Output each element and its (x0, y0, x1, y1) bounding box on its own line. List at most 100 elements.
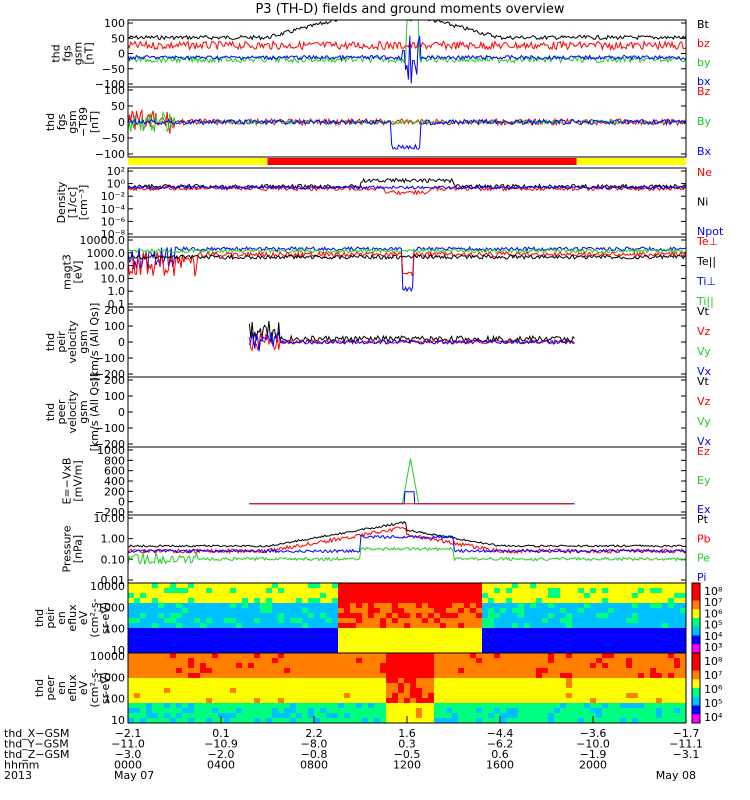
heatmap-cell (326, 688, 333, 694)
heatmap-cell (218, 693, 225, 699)
heatmap-cell (620, 668, 627, 674)
heatmap-cell (578, 638, 585, 644)
heatmap-cell (398, 673, 405, 679)
heatmap-cell (644, 618, 651, 624)
heatmap-cell (254, 698, 261, 704)
heatmap-cell (206, 663, 213, 669)
heatmap-cell (176, 643, 183, 649)
heatmap-cell (554, 623, 561, 629)
heatmap-cell (200, 648, 207, 654)
heatmap-cell (266, 638, 273, 644)
heatmap-cell (494, 618, 501, 624)
heatmap-cell (482, 623, 489, 629)
heatmap-cell (512, 613, 519, 619)
heatmap-cell (356, 618, 363, 624)
heatmap-cell (170, 658, 177, 664)
heatmap-cell (296, 653, 303, 659)
heatmap-cell (320, 633, 327, 639)
heatmap-cell (662, 593, 669, 599)
colorbar-swatch (692, 600, 700, 610)
heatmap-cell (134, 598, 141, 604)
heatmap-cell (290, 648, 297, 654)
heatmap-cell (434, 673, 441, 679)
heatmap-cell (398, 683, 405, 689)
heatmap-cell (536, 698, 543, 704)
heatmap-cell (182, 693, 189, 699)
heatmap-cell (476, 658, 483, 664)
heatmap-cell (296, 708, 303, 714)
x-row-label: 2013 (4, 769, 32, 782)
heatmap-cell (572, 678, 579, 684)
heatmap-cell (212, 583, 219, 589)
heatmap-cell (320, 638, 327, 644)
heatmap-cell (536, 658, 543, 664)
heatmap-cell (362, 658, 369, 664)
heatmap-cell (428, 703, 435, 709)
heatmap-cell (308, 638, 315, 644)
heatmap-cell (320, 603, 327, 609)
heatmap-cell (578, 653, 585, 659)
heatmap-cell (674, 658, 681, 664)
heatmap-cell (380, 698, 387, 704)
heatmap-cell (254, 678, 261, 684)
heatmap-cell (650, 708, 657, 714)
heatmap-cell (326, 658, 333, 664)
heatmap-cell (272, 678, 279, 684)
heatmap-cell (164, 653, 171, 659)
heatmap-cell (644, 718, 651, 724)
heatmap-cell (296, 658, 303, 664)
heatmap-cell (206, 608, 213, 614)
heatmap-cell (260, 683, 267, 689)
heatmap-cell (554, 638, 561, 644)
heatmap-cell (332, 598, 339, 604)
heatmap-cell (644, 668, 651, 674)
heatmap-cell (494, 653, 501, 659)
heatmap-cell (656, 688, 663, 694)
heatmap-cell (422, 583, 429, 589)
heatmap-cell (542, 708, 549, 714)
heatmap-cell (614, 713, 621, 719)
heatmap-cell (272, 658, 279, 664)
heatmap-cell (536, 663, 543, 669)
heatmap-cell (644, 623, 651, 629)
heatmap-cell (278, 698, 285, 704)
heatmap-cell (476, 603, 483, 609)
heatmap-cell (680, 623, 687, 629)
heatmap-cell (530, 653, 537, 659)
heatmap-cell (218, 688, 225, 694)
heatmap-cell (188, 663, 195, 669)
heatmap-cell (410, 653, 417, 659)
heatmap-cell (218, 643, 225, 649)
heatmap-cell (434, 643, 441, 649)
heatmap-cell (236, 643, 243, 649)
heatmap-cell (146, 713, 153, 719)
heatmap-cell (320, 583, 327, 589)
heatmap-cell (374, 678, 381, 684)
heatmap-cell (560, 588, 567, 594)
heatmap-cell (584, 593, 591, 599)
heatmap-cell (278, 593, 285, 599)
heatmap-cell (440, 718, 447, 724)
heatmap-cell (338, 688, 345, 694)
heatmap-cell (398, 648, 405, 654)
heatmap-cell (164, 658, 171, 664)
heatmap-cell (338, 673, 345, 679)
heatmap-cell (644, 673, 651, 679)
heatmap-cell (290, 678, 297, 684)
heatmap-cell (350, 673, 357, 679)
heatmap-cell (632, 673, 639, 679)
heatmap-cell (302, 648, 309, 654)
heatmap-cell (584, 693, 591, 699)
heatmap-cell (578, 678, 585, 684)
heatmap-cell (680, 593, 687, 599)
heatmap-cell (590, 643, 597, 649)
heatmap-cell (212, 698, 219, 704)
x-tick-label: 0.6 (491, 748, 509, 761)
heatmap-cell (656, 613, 663, 619)
heatmap-cell (218, 603, 225, 609)
heatmap-cell (512, 633, 519, 639)
heatmap-cell (362, 648, 369, 654)
heatmap-cell (644, 708, 651, 714)
colorbar-label: 10⁶ (704, 683, 723, 696)
